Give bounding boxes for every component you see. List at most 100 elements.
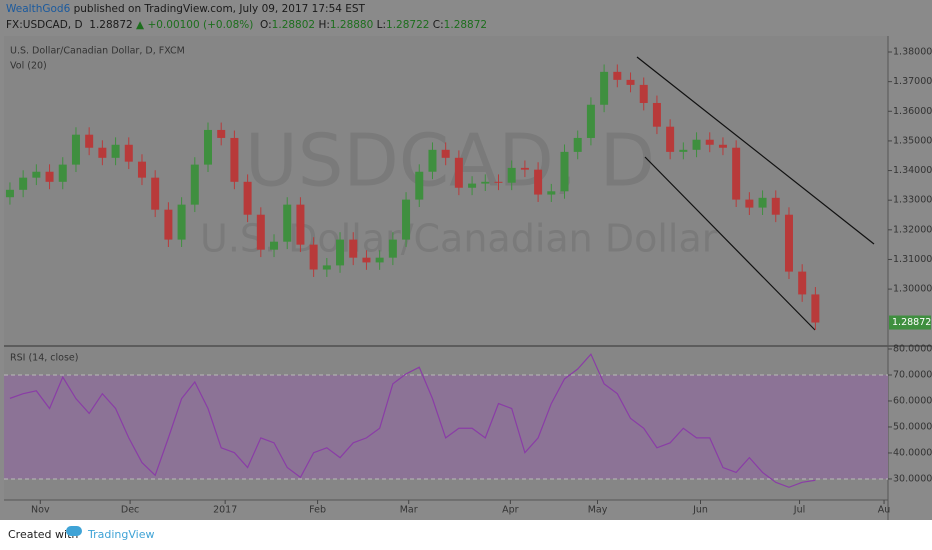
candle-body [98,147,107,158]
x-tick-label: 2017 [213,505,237,516]
chart: USDCAD, D U.S. Dollar/Canadian Dollar U.… [4,36,932,520]
change: ▲ +0.00100 (+0.08%) [136,19,254,31]
candle-body [375,257,384,263]
candle-body [243,181,252,215]
time-axis [4,500,888,520]
y-tick-label: 30.0000 [893,473,932,484]
candle-body [151,177,160,210]
candle-body [507,167,516,183]
candle-body [573,137,582,152]
x-tick-label: Feb [309,505,326,516]
candle-body [322,265,331,270]
candle-body [402,199,411,240]
candle-body [481,181,490,184]
x-tick-label: Jul [793,505,805,516]
header: WealthGod6 published on TradingView.com,… [0,0,932,36]
candle-body [454,157,463,188]
candle-body [679,149,688,152]
candle-body [58,164,67,182]
candle-body [520,167,529,170]
candle-body [230,137,239,182]
candle-body [666,126,675,152]
candle-body [177,204,186,240]
candle-body [626,79,635,85]
y-tick-label: 1.37000 [893,76,932,87]
y-tick-label: 50.0000 [893,421,932,432]
candle-body [256,214,265,250]
x-tick-label: Jun [692,505,708,516]
published: published on TradingView.com, July 09, 2… [73,3,365,15]
symbol: FX:USDCAD, D [6,19,83,31]
rsi-title: RSI (14, close) [10,353,78,364]
ohlc-value: 1.28880 [329,19,374,31]
candle-body [336,239,345,266]
candle-body [811,294,820,323]
y-tick-label: 1.35000 [893,135,932,146]
y-tick-label: 1.31000 [893,254,932,265]
x-tick-label: Dec [121,505,139,516]
y-tick-label: 1.34000 [893,165,932,176]
price: 1.28872 [89,19,133,31]
x-tick-label: Au [878,505,891,516]
last-price-tag [889,315,931,330]
candle-body [745,199,754,208]
candle-body [718,144,727,148]
candle-body [19,177,28,190]
candle-body [798,271,807,295]
candle-body [758,197,767,208]
watermark: U.S. Dollar/Canadian Dollar [200,217,718,261]
candle-body [415,171,424,200]
candle-body [270,241,279,250]
candle-body [494,181,503,183]
y-tick-label: 70.0000 [893,369,932,380]
brand[interactable]: TradingView [88,528,155,541]
candle-body [204,129,212,165]
last-price-label: 1.28872 [892,317,931,328]
candle-body [5,189,14,198]
quote-line: FX:USDCAD, D 1.28872 ▲ +0.00100 (+0.08%)… [6,19,487,31]
candle-body [771,197,780,215]
candle-body [428,149,437,172]
candle-body [600,71,609,105]
author[interactable]: WealthGod6 [6,3,71,15]
candle-body [296,204,305,245]
candle-body [32,171,41,178]
candle-body [309,244,318,270]
candle-body [441,149,450,158]
y-tick-label: 40.0000 [893,447,932,458]
candle-body [362,257,371,263]
x-tick-label: Apr [502,505,519,516]
watermark: USDCAD, D [245,119,655,203]
trend-line [636,56,875,245]
candle-body [639,84,648,103]
y-tick-label: 1.33000 [893,195,932,206]
candle-body [652,102,661,127]
candle-body [45,171,54,182]
candle-body [547,191,556,195]
y-tick-label: 1.36000 [893,106,932,117]
y-tick-label: 1.30000 [893,284,932,295]
footer: Created with TradingView [0,520,932,550]
y-tick-label: 80.0000 [893,343,932,354]
ohlc-value: 1.28722 [386,19,430,31]
candle-body [613,71,622,80]
candle-body [217,129,226,138]
publish-line: WealthGod6 published on TradingView.com,… [6,3,365,15]
candle-body [705,139,714,145]
logo [66,526,82,536]
y-tick-label: 1.38000 [893,47,932,58]
candle-body [71,134,80,165]
ohlc-label: O: [260,19,272,31]
candle-body [190,164,199,205]
candle-body [784,214,793,272]
candle-body [164,209,173,240]
trend-line [644,156,816,331]
candle-body [732,147,741,200]
ohlc-value: 1.28872 [443,19,488,31]
ohlc-label: H: [318,19,330,31]
y-tick-label: 1.32000 [893,224,932,235]
candle-body [283,204,292,242]
candle-body [586,104,595,138]
x-tick-label: May [588,505,608,516]
